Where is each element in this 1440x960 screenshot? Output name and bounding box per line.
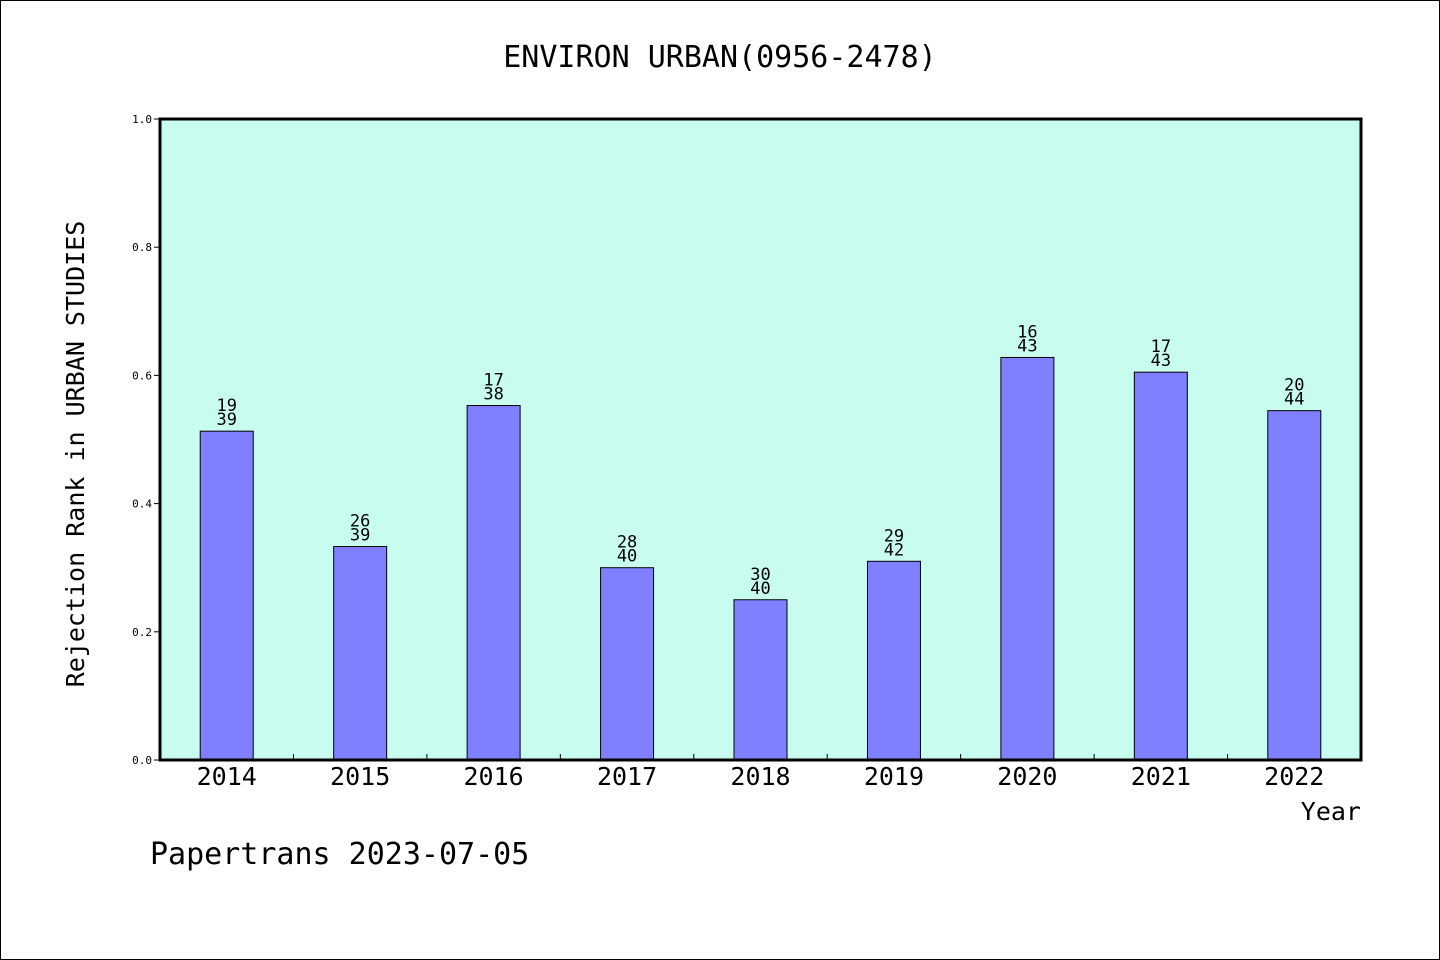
y-tick-label: 0.4 <box>132 498 152 511</box>
y-tick-label: 0.2 <box>132 626 152 639</box>
bar-label-bottom: 40 <box>617 547 637 567</box>
x-tick-label: 2020 <box>997 762 1057 791</box>
bar-label-bottom: 43 <box>1017 336 1037 356</box>
y-tick-label: 1.0 <box>132 113 152 126</box>
x-tick-label: 2017 <box>597 762 657 791</box>
chart-title: ENVIRON URBAN(0956-2478) <box>503 40 936 75</box>
y-axis: 0.0 0.2 0.4 0.6 0.8 1.0 <box>132 113 160 767</box>
bar-2019 <box>866 560 921 761</box>
y-tick-label: 0.0 <box>132 754 152 767</box>
bar-label-top: 20 <box>1284 376 1304 396</box>
bar-2021 <box>1133 371 1188 761</box>
x-tick-label: 2015 <box>330 762 390 791</box>
bar-label-bottom: 44 <box>1284 390 1304 410</box>
bar-label-top: 26 <box>350 512 370 532</box>
bar-label-top: 17 <box>1151 337 1171 357</box>
y-tick-label: 0.8 <box>132 241 152 254</box>
bar-label-top: 30 <box>750 565 770 585</box>
bar-2017 <box>600 567 655 761</box>
bar-2014 <box>199 430 254 761</box>
x-tick-label: 2018 <box>730 762 790 791</box>
bar-label-bottom: 39 <box>216 410 236 430</box>
bar-label-top: 19 <box>216 396 236 416</box>
bar-label-bottom: 40 <box>750 579 770 599</box>
plot-border <box>158 117 1363 762</box>
bar-label-top: 16 <box>1017 322 1037 342</box>
bar-2022 <box>1267 410 1322 761</box>
y-tick-label: 0.6 <box>132 369 152 382</box>
x-axis-label: Year <box>1301 797 1361 826</box>
bar-label-bottom: 42 <box>884 540 904 560</box>
x-tick-label: 2019 <box>864 762 924 791</box>
bar-2016 <box>466 405 521 761</box>
bar-label-bottom: 38 <box>483 385 503 405</box>
x-tick-label: 2016 <box>464 762 524 791</box>
bar-2015 <box>333 546 388 761</box>
bar-label-bottom: 43 <box>1151 351 1171 371</box>
bar-label-bottom: 39 <box>350 526 370 546</box>
x-tick-label: 2014 <box>197 762 257 791</box>
x-tick-label: 2022 <box>1264 762 1324 791</box>
x-tick-label: 2021 <box>1131 762 1191 791</box>
bar-label-top: 29 <box>884 526 904 546</box>
bar-label-top: 17 <box>483 371 503 391</box>
bar-label-top: 28 <box>617 533 637 553</box>
bar-2020 <box>1000 356 1055 761</box>
bar-2018 <box>733 599 788 761</box>
y-axis-label: Rejection Rank in URBAN STUDIES <box>61 221 90 688</box>
footer-text: Papertrans 2023-07-05 <box>150 837 529 872</box>
x-axis: 2014 2015 2016 2017 2018 2019 2020 2021 2022 <box>197 754 1324 791</box>
